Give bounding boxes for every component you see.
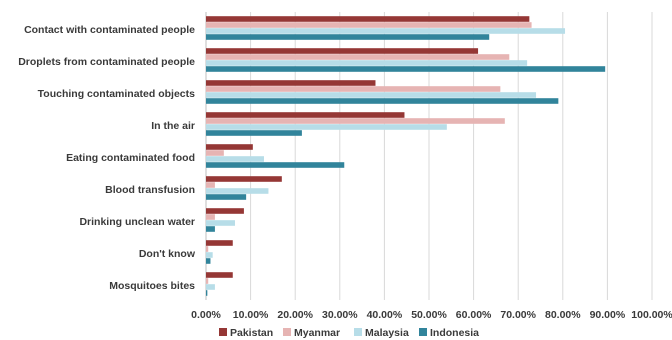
bar-indonesia (206, 130, 302, 136)
category-label: Eating contaminated food (66, 152, 195, 164)
bar-indonesia (206, 34, 490, 40)
bar-myanmar (206, 278, 209, 284)
bar-pakistan (206, 80, 376, 86)
legend-swatch-indonesia (419, 328, 427, 336)
legend-swatch-myanmar (283, 328, 291, 336)
legend-label: Indonesia (430, 327, 479, 339)
bar-malaysia (206, 124, 447, 130)
x-tick-label: 10.00% (233, 309, 269, 321)
x-tick-label: 20.00% (277, 309, 313, 321)
legend-swatch-pakistan (219, 328, 227, 336)
category-label: In the air (151, 120, 195, 132)
bar-pakistan (206, 112, 405, 118)
bar-myanmar (206, 22, 532, 28)
x-tick-label: 100.00% (631, 309, 672, 321)
bar-indonesia (206, 226, 215, 232)
x-tick-label: 30.00% (322, 309, 358, 321)
bar-myanmar (206, 118, 505, 124)
bar-indonesia (206, 66, 606, 72)
x-tick-label: 50.00% (411, 309, 447, 321)
x-axis-ticks: 0.00% 10.00% 20.00% 30.00% 40.00% 50.00% 60.00… (191, 309, 672, 321)
bar-indonesia (206, 194, 247, 200)
category-label: Drinking unclean water (79, 216, 195, 228)
bar-myanmar (206, 214, 215, 220)
bar-indonesia (206, 258, 211, 264)
bar-myanmar (206, 182, 215, 188)
x-tick-label: 60.00% (456, 309, 492, 321)
category-label: Droplets from contaminated people (18, 56, 195, 68)
bar-pakistan (206, 144, 253, 150)
legend-label: Myanmar (294, 327, 340, 339)
bars (206, 16, 606, 296)
bar-malaysia (206, 252, 213, 258)
bar-malaysia (206, 60, 528, 66)
category-label: Don't know (139, 248, 196, 260)
bar-malaysia (206, 156, 264, 162)
bar-myanmar (206, 246, 209, 252)
bar-malaysia (206, 188, 269, 194)
bar-pakistan (206, 208, 244, 214)
bar-malaysia (206, 92, 537, 98)
bar-indonesia (206, 162, 345, 168)
category-label: Contact with contaminated people (24, 24, 195, 36)
x-tick-label: 40.00% (367, 309, 403, 321)
legend-swatch-malaysia (354, 328, 362, 336)
x-tick-label: 70.00% (500, 309, 536, 321)
gridlines (205, 12, 653, 300)
bar-pakistan (206, 240, 233, 246)
category-label: Touching contaminated objects (38, 88, 195, 100)
bar-myanmar (206, 86, 501, 92)
x-tick-label: 90.00% (590, 309, 626, 321)
category-label: Mosquitoes bites (109, 280, 195, 292)
bar-pakistan (206, 48, 479, 54)
bar-indonesia (206, 290, 208, 296)
bar-pakistan (206, 176, 282, 182)
bar-pakistan (206, 16, 530, 22)
legend-label: Malaysia (365, 327, 409, 339)
legend: Pakistan Myanmar Malaysia Indonesia (219, 327, 479, 339)
bar-pakistan (206, 272, 233, 278)
bar-myanmar (206, 150, 224, 156)
bar-myanmar (206, 54, 510, 60)
category-label: Blood transfusion (105, 184, 195, 196)
x-tick-label: 0.00% (191, 309, 221, 321)
bar-malaysia (206, 220, 235, 226)
bar-malaysia (206, 28, 566, 34)
category-labels: Contact with contaminated people Droplets… (18, 24, 196, 292)
legend-label: Pakistan (230, 327, 273, 339)
x-tick-label: 80.00% (545, 309, 581, 321)
bar-indonesia (206, 98, 559, 104)
bar-malaysia (206, 284, 215, 290)
